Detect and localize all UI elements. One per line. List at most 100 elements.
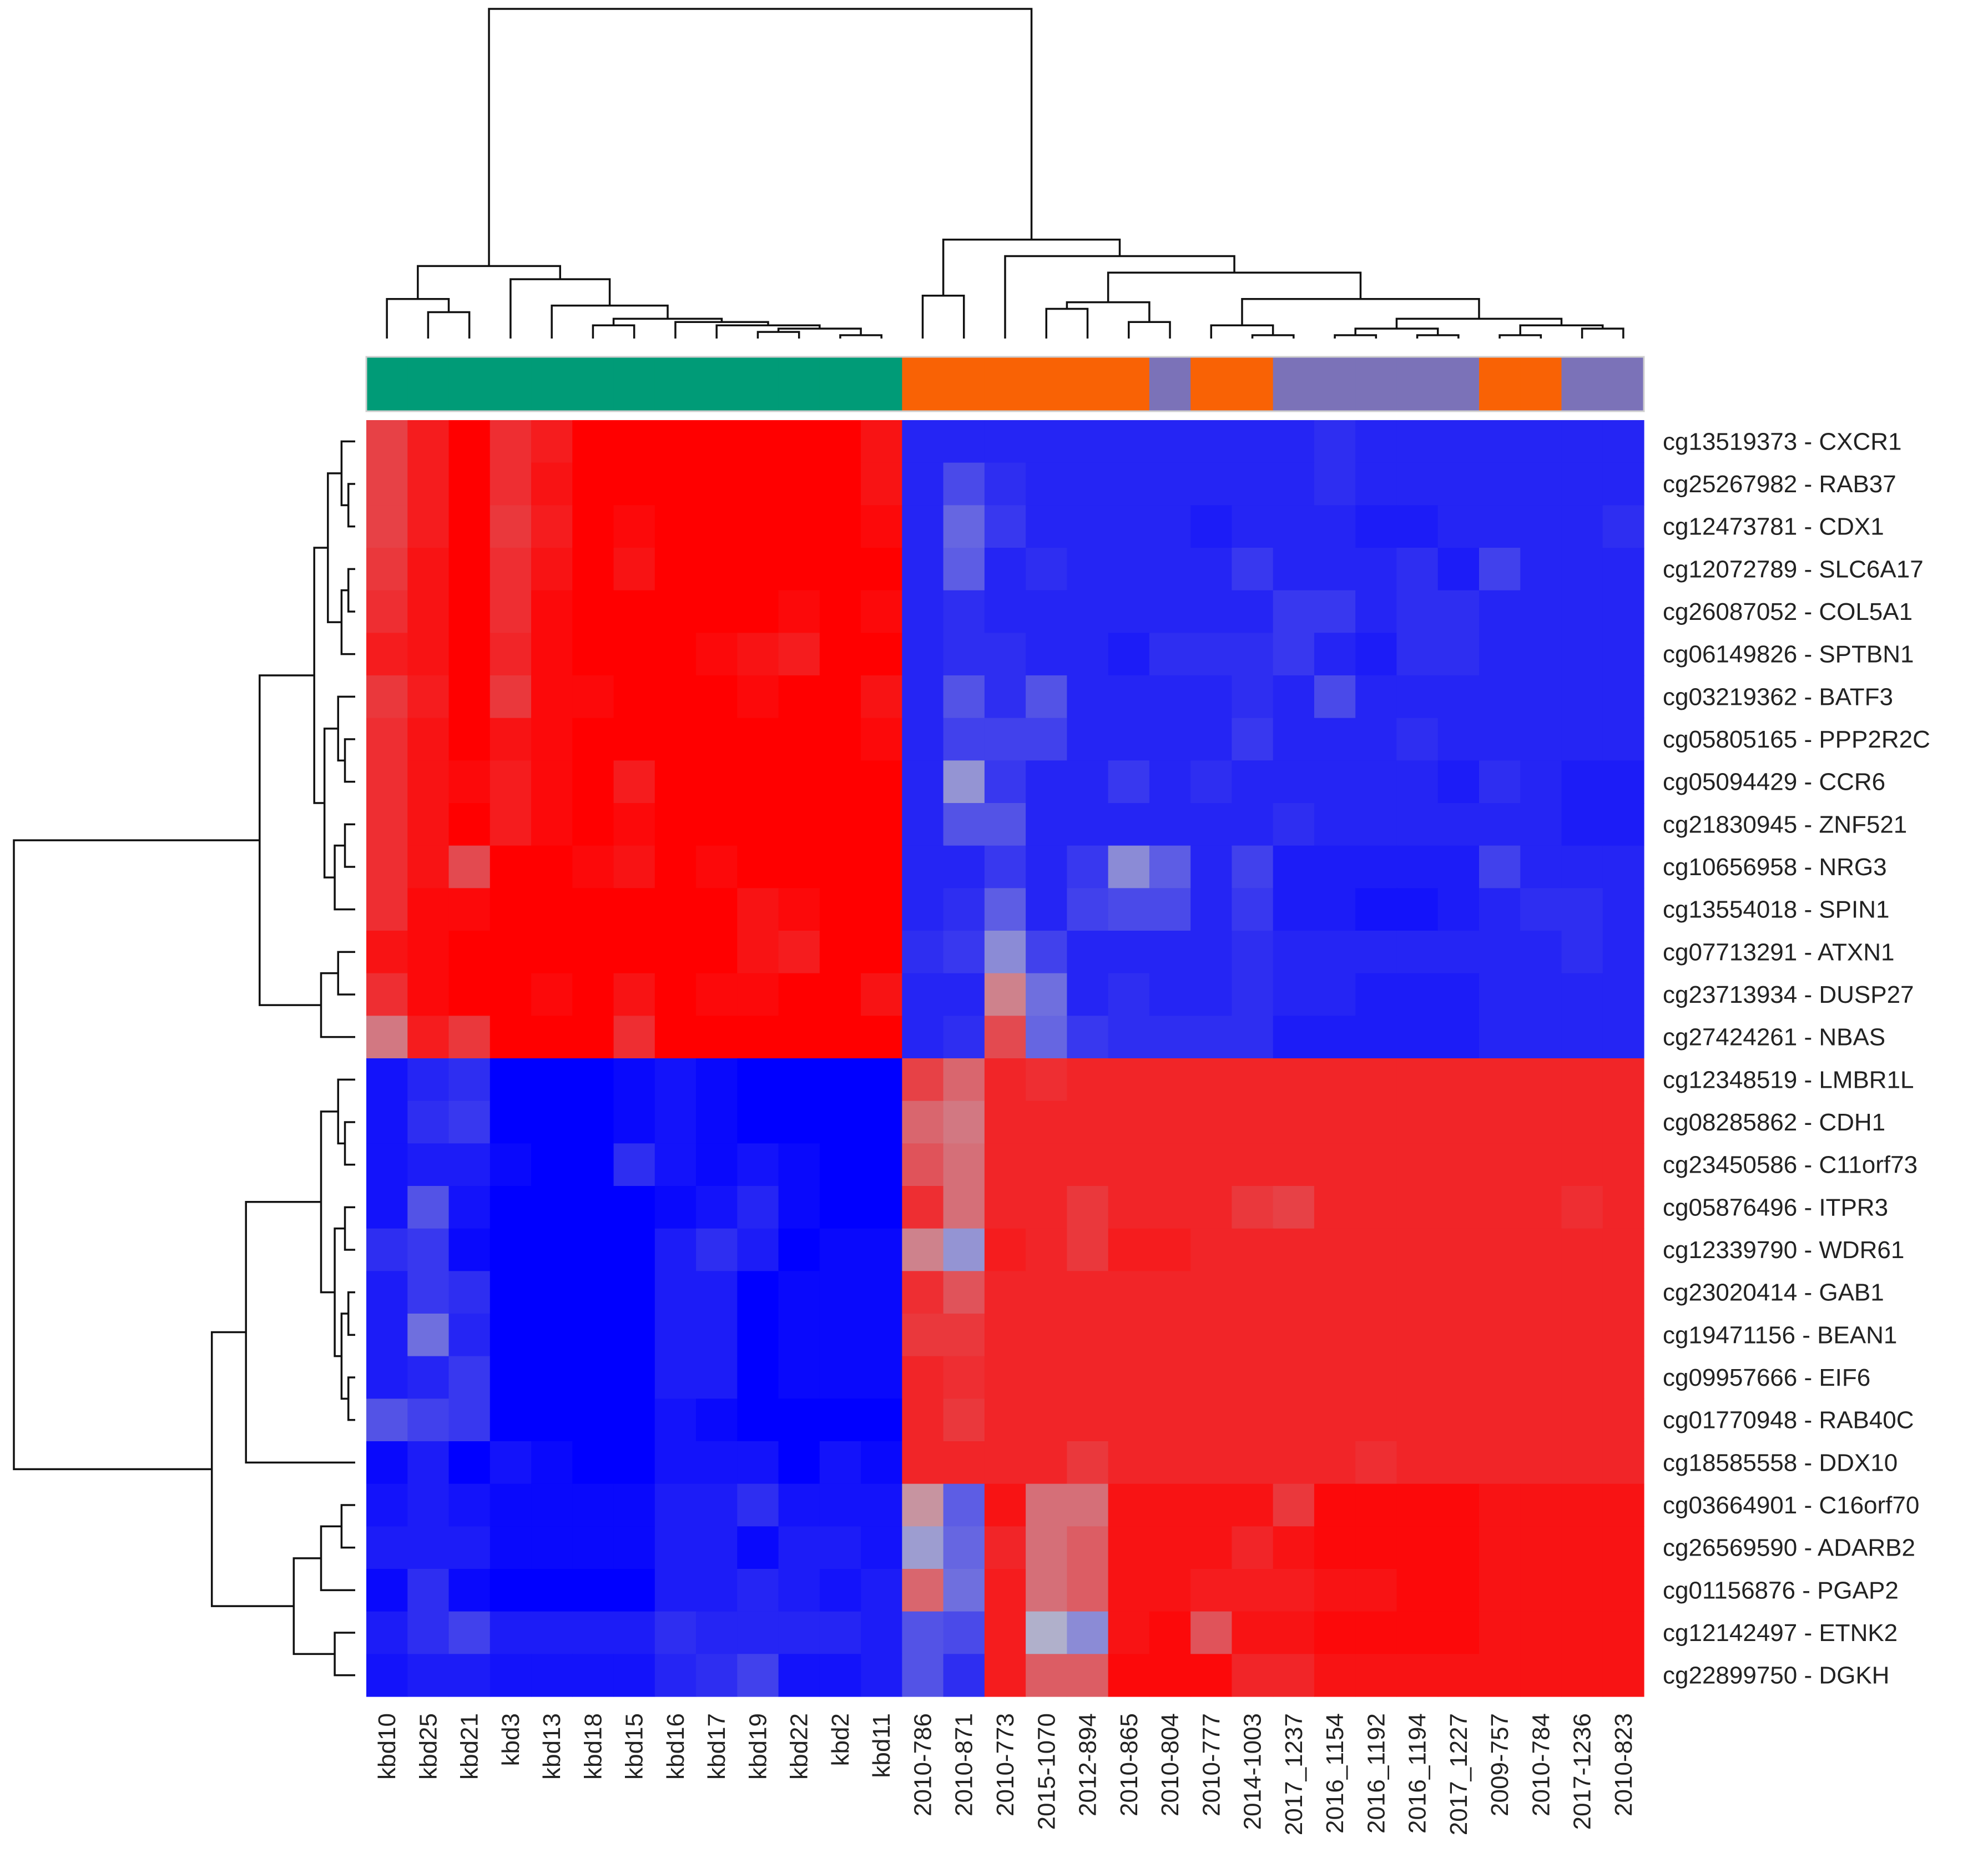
heatmap-cell [778, 1399, 820, 1442]
heatmap-cell [778, 633, 820, 676]
heatmap-cell [696, 633, 738, 676]
heatmap-cell [819, 1228, 861, 1271]
heatmap-cell [613, 1016, 655, 1059]
heatmap-cell [1149, 1314, 1191, 1357]
heatmap-cell [1067, 1399, 1109, 1442]
heatmap-cell [1561, 675, 1603, 719]
heatmap-cell [902, 675, 944, 719]
heatmap-cell [778, 1186, 820, 1229]
heatmap-cell [737, 1483, 779, 1527]
heatmap-cell [1149, 1611, 1191, 1654]
heatmap-cell [407, 1016, 450, 1059]
heatmap-cell [819, 1100, 861, 1144]
heatmap-cell [490, 462, 532, 506]
heatmap-cell [1273, 1100, 1315, 1144]
heatmap-cell [1437, 1016, 1480, 1059]
heatmap-cell [366, 1271, 408, 1314]
heatmap-cell [984, 803, 1026, 846]
heatmap-cell [1479, 420, 1521, 463]
heatmap-cell [1232, 803, 1274, 846]
heatmap-cell [366, 1314, 408, 1357]
heatmap-cell [778, 675, 820, 719]
heatmap-cell [1232, 973, 1274, 1016]
heatmap-cell [1437, 633, 1480, 676]
heatmap-cell [1396, 1143, 1439, 1187]
heatmap-cell [737, 1441, 779, 1485]
heatmap-cell [654, 718, 697, 761]
heatmap-cell [1026, 462, 1067, 506]
heatmap-cell [1149, 1100, 1191, 1144]
heatmap-cell [1437, 590, 1480, 633]
row-label: cg21830945 - ZNF521 [1663, 811, 1907, 838]
heatmap-cell [407, 845, 450, 888]
heatmap-cell [1232, 420, 1274, 463]
heatmap-cell [1520, 845, 1562, 888]
heatmap-cell [1561, 1058, 1603, 1102]
heatmap-cell [1520, 1654, 1562, 1697]
heatmap-cell [1396, 1016, 1439, 1059]
heatmap-cell [572, 1271, 614, 1314]
heatmap-cell [984, 462, 1026, 506]
heatmap-cell [1108, 1526, 1150, 1569]
heatmap-cell [696, 1058, 738, 1102]
heatmap-cell [1602, 803, 1644, 846]
heatmap-cell [1149, 1399, 1191, 1442]
heatmap-cell [654, 462, 697, 506]
heatmap-cell [1190, 1569, 1233, 1612]
heatmap-cell [572, 1399, 614, 1442]
heatmap-cell [1561, 1483, 1603, 1527]
heatmap-cell [531, 888, 573, 931]
heatmap-cell [861, 420, 902, 463]
heatmap-cell [1190, 931, 1233, 974]
heatmap-cell [1437, 1271, 1480, 1314]
heatmap-cell [613, 1654, 655, 1697]
heatmap-cell [902, 1186, 944, 1229]
heatmap-cell [1108, 633, 1150, 676]
heatmap-cell [531, 548, 573, 591]
heatmap-cell [696, 590, 738, 633]
heatmap-cell [1561, 1228, 1603, 1271]
column-label: 2010-784 [1527, 1713, 1555, 1816]
heatmap-cell [1561, 462, 1603, 506]
heatmap-cell [490, 1016, 532, 1059]
heatmap-cell [696, 1356, 738, 1399]
heatmap-cell [778, 420, 820, 463]
heatmap-cell [1396, 590, 1439, 633]
heatmap-cell [490, 1569, 532, 1612]
heatmap-cell [407, 1526, 450, 1569]
heatmap-cell [1479, 888, 1521, 931]
column-label: 2010-786 [910, 1713, 937, 1816]
column-labels: kbd10 kbd25 kbd21 kbd3 kbd13 kbd18 kbd15 kbd16 k… [374, 1713, 1637, 1835]
heatmap-cell [861, 1569, 902, 1612]
heatmap-cell [1149, 1441, 1191, 1485]
heatmap-cell [1026, 1654, 1067, 1697]
heatmap-cell [1520, 548, 1562, 591]
column-label: 2016_1194 [1404, 1713, 1431, 1834]
heatmap-cell [1149, 1356, 1191, 1399]
heatmap-cell [737, 803, 779, 846]
heatmap-cell [1520, 1186, 1562, 1229]
heatmap-cell [448, 420, 491, 463]
heatmap-cell [1355, 888, 1397, 931]
heatmap-cell [902, 590, 944, 633]
heatmap-cell [737, 1016, 779, 1059]
column-label: kbd3 [497, 1713, 524, 1766]
heatmap-cell [1355, 1228, 1397, 1271]
heatmap-cell [984, 1654, 1026, 1697]
heatmap-cell [1355, 1356, 1397, 1399]
heatmap-cell [1067, 675, 1109, 719]
heatmap-cell [1314, 1016, 1356, 1059]
heatmap-cell [696, 1314, 738, 1357]
heatmap-cell [1561, 1143, 1603, 1187]
heatmap-cell [943, 590, 985, 633]
heatmap-cell [654, 1228, 697, 1271]
heatmap-cell [1479, 845, 1521, 888]
heatmap-cell [1108, 803, 1150, 846]
heatmap-cell [984, 633, 1026, 676]
heatmap-cell [448, 888, 491, 931]
heatmap-cell [902, 1611, 944, 1654]
heatmap-cell [572, 845, 614, 888]
heatmap-cell [654, 1526, 697, 1569]
heatmap-cell [490, 718, 532, 761]
